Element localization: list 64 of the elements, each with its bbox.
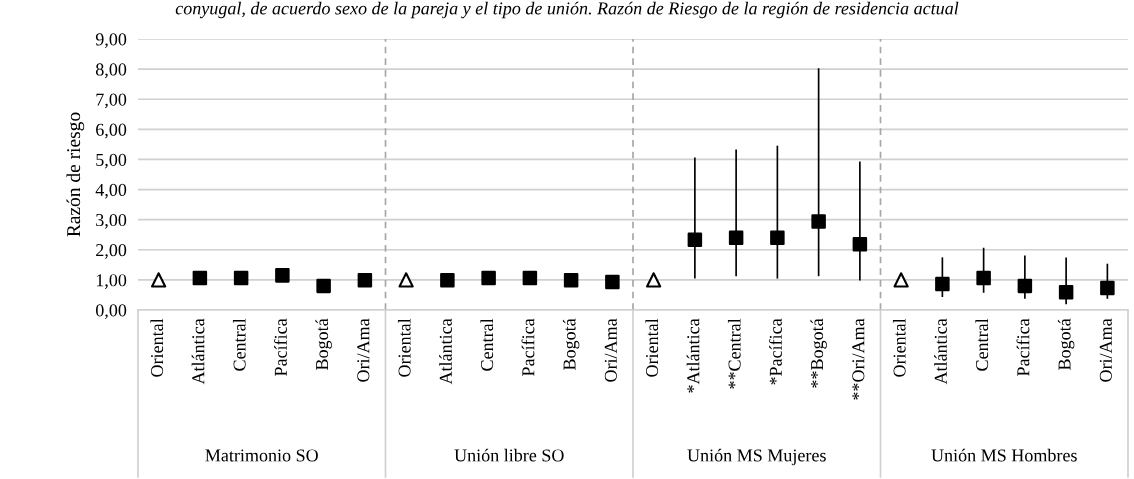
x-tick-label: Pacífica: [521, 318, 535, 376]
point: [976, 270, 991, 286]
y-tick-label: 2,00: [96, 244, 127, 259]
x-tick-label: Oriental: [645, 318, 659, 377]
point: [151, 272, 167, 288]
x-tick-label: Pacífica: [1016, 318, 1030, 376]
point: [233, 270, 249, 286]
y-tick-label: 5,00: [96, 153, 127, 169]
y-tick-label: 9,00: [95, 33, 127, 49]
x-tick-label: Central: [975, 318, 989, 371]
x-tick-label: **Bogotá: [810, 318, 827, 388]
point: [935, 276, 950, 292]
y-tick-label: 1,00: [96, 274, 127, 289]
y-axis-title: Razón de riesgo: [66, 112, 85, 237]
point: [316, 278, 331, 294]
point: [687, 232, 703, 248]
point: [605, 274, 620, 290]
point: [440, 272, 455, 288]
text: Unión MS Mujeres: [687, 448, 826, 466]
point: [893, 272, 909, 288]
x-tick-label: Oriental: [397, 318, 411, 377]
text: Matrimonio SO: [205, 449, 318, 462]
x-tick-label: **Ori/Ama: [852, 318, 865, 400]
point: [811, 214, 826, 229]
x-tick-label: Atlántica: [934, 318, 947, 385]
x-tick-label: Atlántica: [439, 318, 452, 385]
x-tick-label: Ori/Ama: [357, 318, 370, 382]
y-tick-label: 8,00: [95, 63, 127, 79]
point: [646, 272, 662, 288]
x-tick-label: *Pacífica: [769, 318, 782, 385]
y-tick-label: 0,00: [95, 304, 127, 320]
x-tick-label: Central: [232, 318, 246, 371]
x-tick-label: Atlántica: [191, 318, 205, 385]
x-tick-label: Pacífica: [274, 318, 287, 376]
text: Unión MS Hombres: [931, 448, 1077, 462]
x-tick-label: Ori/Ama: [604, 318, 617, 382]
x-tick-label: *Atlántica: [686, 318, 700, 393]
x-tick-label: Bogotá: [315, 318, 332, 370]
y-tick-label: 6,00: [96, 123, 127, 139]
point: [398, 272, 414, 288]
point: [481, 270, 496, 286]
point: [1058, 284, 1074, 300]
chart-title: conyugal, de acuerdo sexo de la pareja y el tipo de unión. Razón de Riesgo de la región de residencia actual: [175, 1, 959, 19]
x-tick-label: Bogotá: [1057, 318, 1075, 370]
point: [852, 237, 868, 252]
point: [357, 272, 373, 288]
x-tick-label: Bogotá: [562, 318, 580, 370]
point: [1100, 280, 1115, 296]
x-tick-label: Oriental: [892, 318, 906, 377]
x-tick-label: Ori/Ama: [1099, 318, 1112, 382]
point: [275, 268, 290, 283]
y-tick-label: 3,00: [96, 213, 127, 229]
x-tick-label: **Central: [727, 318, 741, 389]
x-tick-label: Oriental: [150, 318, 164, 377]
point: [770, 230, 785, 245]
text: Unión libre SO: [454, 448, 564, 462]
point: [1017, 278, 1033, 294]
point: [522, 270, 538, 286]
x-tick-label: Central: [480, 318, 494, 371]
y-tick-label: 4,00: [95, 183, 127, 199]
y-tick-label: 7,00: [96, 93, 127, 109]
point: [728, 230, 744, 245]
point: [563, 272, 579, 288]
point: [192, 270, 208, 286]
